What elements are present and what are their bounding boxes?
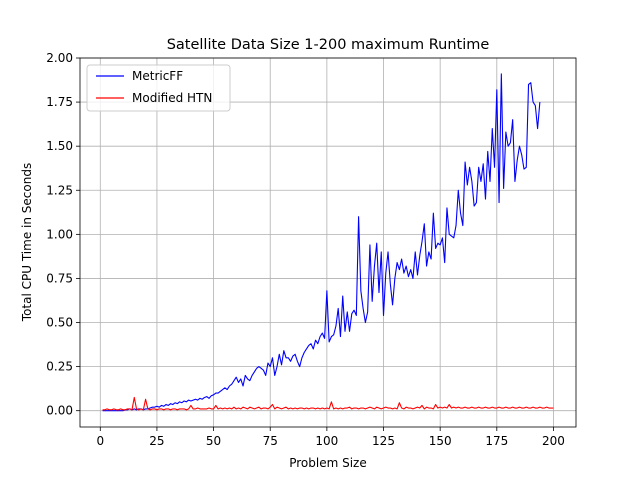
y-tick-label: 1.50 [46,139,73,153]
y-tick-label: 1.00 [46,227,73,241]
legend: MetricFF Modified HTN [86,64,231,112]
plot-frame [79,57,577,428]
y-tick-label: 1.75 [46,95,73,109]
legend-label-metricff: MetricFF [132,69,183,83]
x-tick-label: 0 [96,434,104,448]
series-line-modified-htn [102,396,554,411]
chart-title: Satellite Data Size 1-200 maximum Runtim… [167,37,490,53]
x-tick-label: 200 [542,434,565,448]
y-tick-label: 0.75 [46,271,73,285]
series-group [102,73,554,412]
series-line-metricff [102,73,541,412]
y-tick-label: 1.25 [46,183,73,197]
x-tick-label: 125 [372,434,395,448]
ticks: 0 25 50 75 100 125 150 175 200 0.00 0.25 0.50 0.75 1.… [46,51,565,448]
x-tick-label: 75 [263,434,278,448]
y-tick-label: 0.25 [46,360,73,374]
x-tick-label: 150 [429,434,452,448]
y-tick-label: 0.50 [46,316,73,330]
x-tick-label: 100 [315,434,338,448]
plot-area [80,58,576,427]
y-axis-title: Total CPU Time in Seconds [20,163,34,322]
y-tick-label: 2.00 [46,51,73,65]
x-tick-label: 50 [206,434,221,448]
x-tick-label: 175 [485,434,508,448]
x-tick-label: 25 [149,434,164,448]
x-axis-title: Problem Size [289,456,367,470]
y-tick-label: 0.00 [46,404,73,418]
legend-label-modified-htn: Modified HTN [132,91,212,105]
